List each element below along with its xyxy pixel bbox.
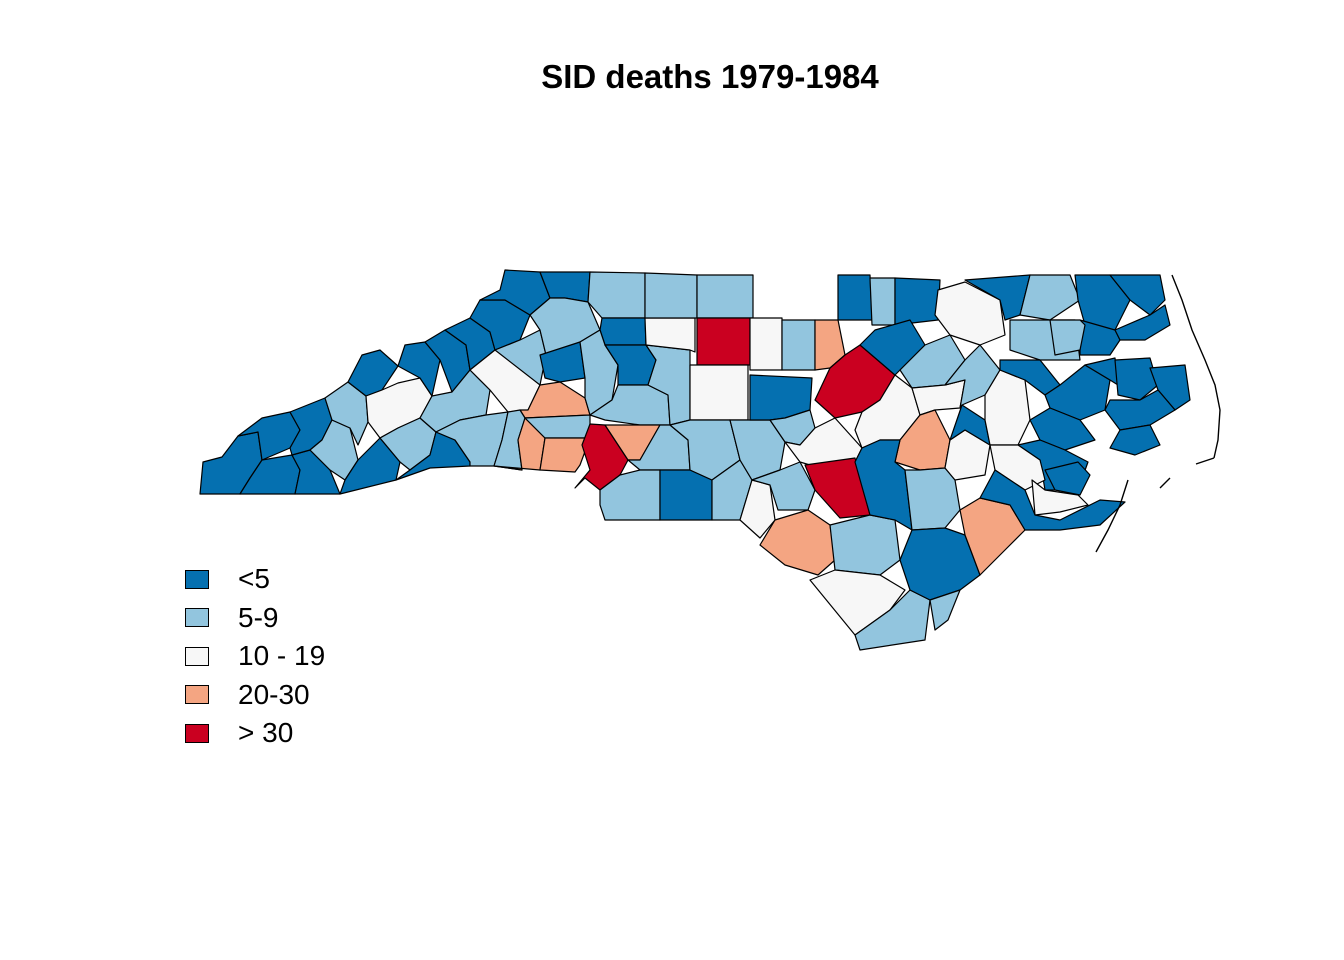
county-polygon bbox=[804, 457, 871, 519]
legend-item: 5-9 bbox=[185, 599, 325, 638]
legend-label: <5 bbox=[238, 563, 270, 595]
legend-item: > 30 bbox=[185, 714, 325, 753]
county-polygon bbox=[309, 419, 359, 481]
county-polygon bbox=[739, 479, 776, 539]
county-polygon bbox=[644, 272, 698, 319]
county-polygon bbox=[929, 589, 961, 631]
county-polygon bbox=[1104, 389, 1176, 431]
county-polygon bbox=[854, 439, 913, 531]
barrier-islands bbox=[1095, 274, 1221, 553]
county-polygon bbox=[587, 271, 646, 319]
county-polygon bbox=[659, 469, 713, 521]
county-polygon bbox=[1049, 319, 1086, 356]
legend-label: 5-9 bbox=[238, 601, 279, 633]
map-title: SID deaths 1979-1984 bbox=[541, 58, 879, 95]
county-polygon bbox=[599, 317, 647, 346]
county-polygon bbox=[539, 341, 586, 383]
legend-swatch bbox=[185, 646, 209, 666]
county-polygon bbox=[696, 274, 754, 319]
county-polygon bbox=[979, 469, 1126, 531]
county-polygon bbox=[894, 277, 941, 326]
legend: <5 5-9 10 - 19 20-30 > 30 bbox=[185, 560, 325, 753]
county-polygon bbox=[689, 364, 749, 421]
county-polygon bbox=[1109, 424, 1161, 456]
legend-item: <5 bbox=[185, 560, 325, 599]
legend-swatch bbox=[185, 569, 209, 589]
legend-item: 20-30 bbox=[185, 676, 325, 715]
county-polygon bbox=[696, 317, 751, 366]
county-polygon bbox=[751, 461, 816, 511]
county-polygon bbox=[1149, 364, 1191, 411]
legend-swatch bbox=[185, 723, 209, 743]
county-polygon bbox=[1019, 274, 1081, 321]
county-polygon bbox=[781, 319, 816, 371]
county-polygon bbox=[1114, 304, 1171, 341]
legend-label: > 30 bbox=[238, 717, 294, 749]
county-polygon bbox=[934, 281, 1006, 346]
county-polygon bbox=[869, 277, 896, 326]
legend-swatch bbox=[185, 608, 209, 628]
legend-label: 10 - 19 bbox=[238, 640, 326, 672]
county-polygon bbox=[1044, 461, 1091, 496]
county-polygon bbox=[837, 274, 873, 321]
county-polygon bbox=[1114, 357, 1159, 401]
county-polygon bbox=[1109, 274, 1166, 316]
county-polygon bbox=[829, 514, 901, 576]
county-layer bbox=[199, 269, 1191, 651]
county-polygon bbox=[904, 467, 961, 531]
legend-item: 10 - 19 bbox=[185, 637, 325, 676]
legend-label: 20-30 bbox=[238, 678, 310, 710]
county-polygon bbox=[964, 274, 1031, 321]
legend-swatch bbox=[185, 685, 209, 705]
county-polygon bbox=[749, 317, 783, 371]
county-polygon bbox=[645, 344, 691, 426]
